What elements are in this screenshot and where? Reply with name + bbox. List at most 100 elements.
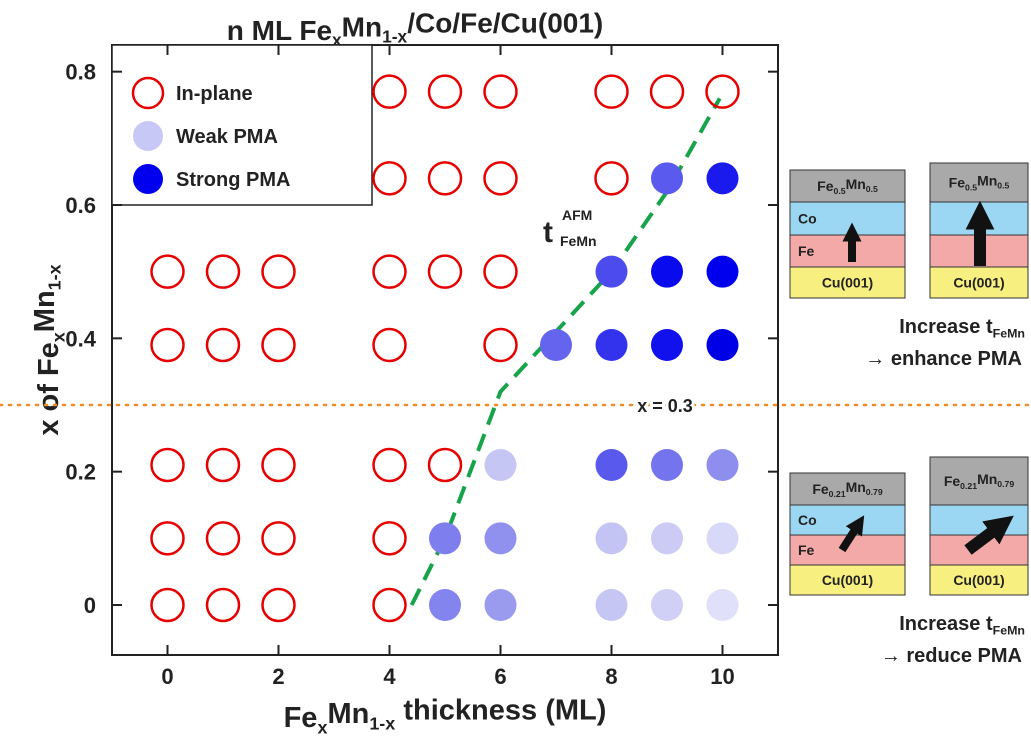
data-point (540, 329, 572, 361)
data-point (152, 449, 184, 481)
data-point (651, 162, 683, 194)
data-point (152, 522, 184, 554)
subscript: 0.79 (997, 479, 1014, 489)
y-axis-label: x of FexMn1-x (29, 264, 68, 435)
layer-label: Co (798, 512, 817, 528)
layer-label: Cu(001) (822, 275, 873, 291)
data-point (429, 162, 461, 194)
data-point (263, 449, 295, 481)
text-part: Mn (846, 479, 866, 495)
text-part: Fe (817, 178, 834, 194)
layer-label: Cu(001) (953, 275, 1004, 291)
text-part: Mn (342, 11, 382, 42)
data-point (263, 589, 295, 621)
data-point (485, 522, 517, 554)
y-tick-label: 0.8 (65, 60, 96, 85)
text-part: Increase t (899, 613, 993, 635)
data-point (651, 522, 683, 554)
subscript: 0.5 (965, 183, 977, 193)
data-point (707, 162, 739, 194)
data-point (707, 522, 739, 554)
boundary-label-sup: AFM (562, 207, 592, 223)
data-point (596, 449, 628, 481)
caption: → enhance PMA (865, 348, 1022, 370)
data-point (651, 76, 683, 108)
text-part: Cu(001) (822, 572, 873, 588)
caption: Increase tFeMn (899, 613, 1025, 637)
text-part: Cu(001) (953, 572, 1004, 588)
data-point (429, 449, 461, 481)
data-point (207, 256, 239, 288)
data-point (596, 589, 628, 621)
data-point (651, 329, 683, 361)
x-tick-label: 2 (272, 664, 284, 689)
subscript: x (317, 717, 327, 737)
data-point (374, 329, 406, 361)
data-point (707, 329, 739, 361)
y-tick-label: 0.2 (65, 460, 96, 485)
data-point (596, 76, 628, 108)
text-part: Mn (977, 471, 997, 487)
text-part: Fe (284, 702, 318, 734)
layer-label: Fe (798, 542, 815, 558)
subscript: 1-x (369, 713, 395, 733)
subscript: FeMn (993, 326, 1025, 340)
x-tick-label: 10 (710, 664, 734, 689)
chart: n ML FexMn1-x/Co/Fe/Cu(001) FexMn1-x thi… (0, 0, 1031, 741)
legend-label: Strong PMA (176, 169, 290, 191)
text-part: Mn (977, 173, 997, 189)
data-point (707, 449, 739, 481)
text-part: Mn (327, 698, 369, 730)
subscript: 0.79 (866, 487, 883, 497)
text-part: Fe (798, 542, 815, 558)
legend-label: In-plane (176, 83, 253, 105)
data-point (651, 449, 683, 481)
data-point (207, 522, 239, 554)
x-tick-label: 0 (161, 664, 173, 689)
subscript: 0.5 (997, 181, 1009, 191)
layer-label: Cu(001) (822, 572, 873, 588)
text-part: /Co/Fe/Cu(001) (407, 8, 603, 39)
text-part: n ML Fe (227, 15, 332, 46)
chart-title: n ML FexMn1-x/Co/Fe/Cu(001) (227, 8, 603, 51)
data-point (374, 162, 406, 194)
layer (930, 505, 1028, 535)
caption: Increase tFeMn (899, 316, 1025, 340)
text-part: Cu(001) (953, 275, 1004, 291)
boundary-label-sub: FeMn (560, 233, 597, 249)
data-point (263, 522, 295, 554)
data-point (485, 76, 517, 108)
y-tick-label: 0.6 (65, 193, 96, 218)
data-point (651, 589, 683, 621)
data-point (263, 256, 295, 288)
text-part: Cu(001) (822, 275, 873, 291)
data-point (429, 589, 461, 621)
data-point (374, 256, 406, 288)
data-point (207, 449, 239, 481)
layer-label: Fe (798, 243, 815, 259)
data-point (596, 329, 628, 361)
text-part: Mn (29, 290, 61, 332)
data-point (485, 449, 517, 481)
x-axis-label: FexMn1-x thickness (ML) (284, 694, 607, 737)
data-point (651, 256, 683, 288)
text-part: Fe (944, 473, 961, 489)
subscript: 0.21 (960, 481, 977, 491)
text-part: Mn (846, 176, 866, 192)
data-point (596, 522, 628, 554)
page: n ML FexMn1-x/Co/Fe/Cu(001) FexMn1-x thi… (0, 0, 1031, 741)
data-point (207, 329, 239, 361)
data-point (263, 329, 295, 361)
caption: → reduce PMA (881, 645, 1022, 667)
text-part: Increase t (899, 316, 993, 338)
text-part: Co (798, 211, 817, 227)
data-point (429, 256, 461, 288)
x-tick-label: 8 (605, 664, 617, 689)
data-point (152, 256, 184, 288)
data-point (485, 329, 517, 361)
layer-label: Cu(001) (953, 572, 1004, 588)
legend-label: Weak PMA (176, 126, 278, 148)
boundary-label: t (543, 216, 553, 249)
data-point (596, 256, 628, 288)
y-tick-label: 0 (84, 593, 96, 618)
